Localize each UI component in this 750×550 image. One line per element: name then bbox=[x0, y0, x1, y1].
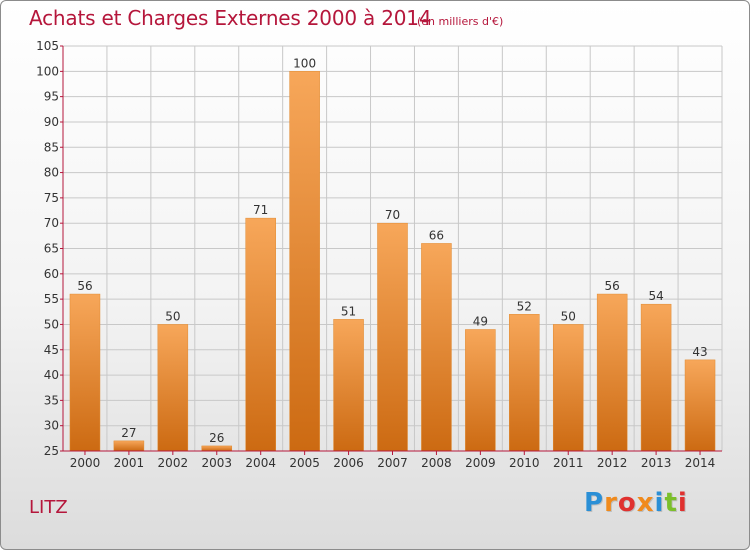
data-label: 71 bbox=[253, 203, 268, 217]
x-tick-label: 2009 bbox=[465, 456, 496, 470]
bar bbox=[509, 314, 540, 452]
bar bbox=[552, 324, 584, 452]
bars bbox=[69, 71, 716, 452]
x-tick-label: 2008 bbox=[421, 456, 452, 470]
data-label: 56 bbox=[605, 279, 620, 293]
y-tick-label: 40 bbox=[44, 368, 59, 382]
data-label: 49 bbox=[473, 315, 488, 329]
y-tick-label: 35 bbox=[44, 393, 59, 407]
bar bbox=[289, 71, 320, 452]
data-label: 26 bbox=[209, 431, 224, 445]
data-label: 50 bbox=[561, 309, 576, 323]
x-tick-label: 2010 bbox=[509, 456, 540, 470]
brand-logo-letter: t bbox=[664, 488, 678, 518]
data-label: 43 bbox=[692, 345, 707, 359]
data-label: 56 bbox=[77, 279, 92, 293]
x-tick-label: 2014 bbox=[685, 456, 716, 470]
data-label: 70 bbox=[385, 208, 400, 222]
bar bbox=[69, 293, 101, 452]
brand-logo[interactable]: Proxiti bbox=[584, 488, 688, 518]
y-tick-label: 80 bbox=[44, 166, 59, 180]
bar bbox=[333, 319, 364, 452]
y-tick-label: 50 bbox=[44, 317, 59, 331]
bar bbox=[113, 440, 145, 452]
bar bbox=[640, 303, 672, 452]
bar bbox=[377, 222, 408, 452]
chart-title: Achats et Charges Externes 2000 à 2014 bbox=[29, 6, 432, 30]
y-tick-label: 100 bbox=[36, 64, 59, 78]
brand-logo-letter: i bbox=[677, 488, 688, 518]
y-tick-label: 45 bbox=[44, 343, 59, 357]
y-tick-label: 105 bbox=[36, 39, 59, 53]
brand-logo-letter: o bbox=[617, 488, 637, 518]
y-tick-label: 55 bbox=[44, 292, 59, 306]
brand-logo-letter: i bbox=[654, 488, 665, 518]
x-tick-label: 2000 bbox=[70, 456, 101, 470]
labels: 25 30 35 40 45 50 55 60 65 70 75 80 85 90 95 100 105 56 20… bbox=[36, 39, 715, 470]
y-tick-label: 90 bbox=[44, 115, 59, 129]
bar bbox=[684, 359, 716, 452]
x-tick-label: 2007 bbox=[377, 456, 408, 470]
bar bbox=[245, 217, 276, 452]
x-tick-label: 2001 bbox=[114, 456, 145, 470]
data-label: 100 bbox=[293, 56, 316, 70]
brand-logo-letter: r bbox=[604, 488, 618, 518]
y-tick-label: 60 bbox=[44, 267, 59, 281]
data-label: 27 bbox=[121, 426, 136, 440]
bar bbox=[596, 293, 628, 452]
x-tick-label: 2013 bbox=[641, 456, 672, 470]
y-tick-label: 95 bbox=[44, 90, 59, 104]
y-tick-label: 85 bbox=[44, 140, 59, 154]
brand-logo-letter: P bbox=[584, 488, 605, 518]
x-tick-label: 2003 bbox=[201, 456, 232, 470]
x-tick-label: 2005 bbox=[289, 456, 320, 470]
data-label: 51 bbox=[341, 304, 356, 318]
y-tick-label: 30 bbox=[44, 419, 59, 433]
x-tick-label: 2002 bbox=[158, 456, 189, 470]
bar bbox=[465, 329, 496, 452]
brand-logo-letter: x bbox=[636, 488, 655, 518]
y-tick-label: 70 bbox=[44, 216, 59, 230]
chart-subtitle: (en milliers d'€) bbox=[417, 15, 504, 28]
y-tick-label: 25 bbox=[44, 444, 59, 458]
bar bbox=[157, 324, 189, 452]
axes bbox=[60, 45, 722, 455]
y-tick-label: 65 bbox=[44, 242, 59, 256]
bar bbox=[201, 445, 233, 452]
y-tick-label: 75 bbox=[44, 191, 59, 205]
x-tick-label: 2004 bbox=[245, 456, 276, 470]
bar bbox=[421, 243, 452, 452]
data-label: 52 bbox=[517, 299, 532, 313]
commune-label: LITZ bbox=[29, 497, 68, 518]
data-label: 50 bbox=[165, 309, 180, 323]
data-label: 54 bbox=[648, 289, 663, 303]
x-tick-label: 2011 bbox=[553, 456, 584, 470]
x-tick-label: 2006 bbox=[333, 456, 364, 470]
x-tick-label: 2012 bbox=[597, 456, 628, 470]
data-label: 66 bbox=[429, 228, 444, 242]
